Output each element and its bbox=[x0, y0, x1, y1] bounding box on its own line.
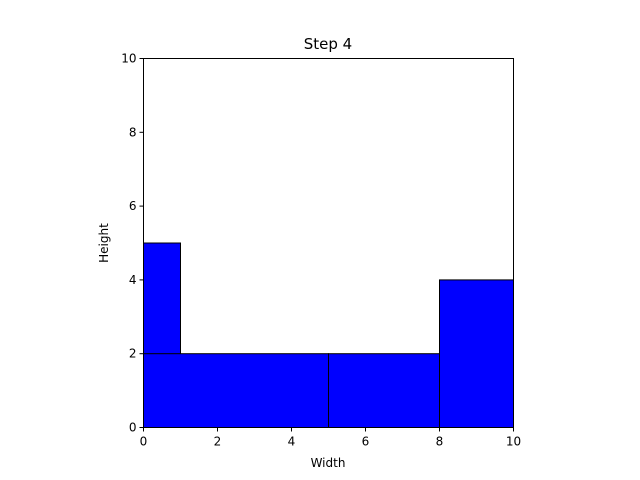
chart-title: Step 4 bbox=[304, 35, 352, 53]
x-tick-label: 8 bbox=[436, 435, 444, 449]
x-tick-label: 6 bbox=[362, 435, 370, 449]
y-tick-label: 8 bbox=[129, 125, 137, 139]
y-tick-label: 4 bbox=[129, 273, 137, 287]
y-axis-label: Height bbox=[97, 223, 111, 263]
bar-rect-4 bbox=[439, 279, 514, 428]
x-tick-label: 0 bbox=[140, 435, 148, 449]
y-tick-label: 6 bbox=[129, 199, 137, 213]
bar-rect-3 bbox=[328, 353, 440, 429]
y-tick-label: 0 bbox=[129, 421, 137, 435]
y-tick-label: 2 bbox=[129, 347, 137, 361]
x-axis-ticks: 0 2 4 6 8 10 bbox=[140, 427, 521, 449]
bar-rect-2 bbox=[143, 353, 329, 429]
chart-plot-area bbox=[143, 242, 514, 429]
y-axis-ticks: 0 2 4 6 8 10 bbox=[121, 52, 144, 435]
x-tick-label: 4 bbox=[288, 435, 296, 449]
x-tick-label: 10 bbox=[506, 435, 521, 449]
y-tick-label: 10 bbox=[121, 52, 136, 66]
x-axis-label: Width bbox=[311, 456, 346, 470]
axes-frame bbox=[143, 58, 514, 428]
x-tick-label: 2 bbox=[214, 435, 222, 449]
